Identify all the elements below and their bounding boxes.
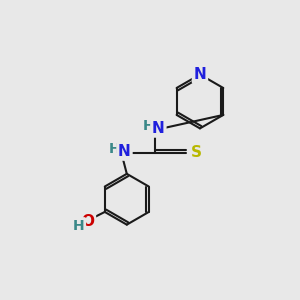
Text: N: N	[152, 121, 165, 136]
Text: N: N	[194, 67, 206, 82]
Text: S: S	[190, 145, 202, 160]
Text: H: H	[142, 119, 154, 133]
Text: O: O	[81, 214, 94, 229]
Text: H: H	[73, 219, 84, 233]
Text: H: H	[109, 142, 120, 156]
Text: N: N	[118, 144, 131, 159]
